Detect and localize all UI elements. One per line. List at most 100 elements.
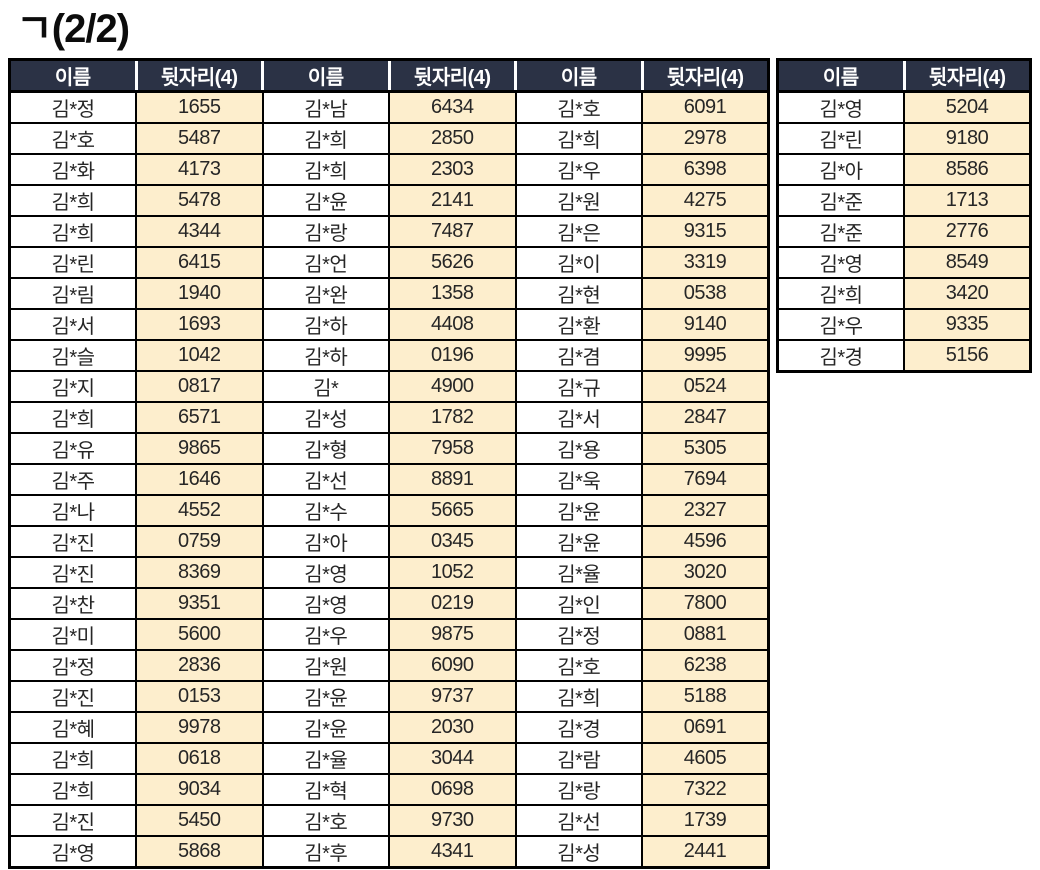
digits-cell: 8586: [903, 153, 1032, 186]
header-digits-cell: 뒷자리(4): [640, 58, 769, 93]
digits-cell: 3020: [641, 556, 770, 589]
table-row: 김*진 5450 김*호 9730 김*선 1739: [8, 804, 770, 837]
table-row: 김*희 3420: [776, 277, 1032, 310]
digits-cell: 1940: [135, 277, 264, 310]
table-row: 김*림 1940 김*완 1358 김*현 0538: [8, 277, 770, 310]
name-cell: 김*희: [514, 122, 643, 155]
table-row: 김*찬 9351 김*영 0219 김*인 7800: [8, 587, 770, 620]
name-cell: 김*진: [8, 680, 137, 713]
name-cell: 김*형: [261, 432, 390, 465]
header-name-cell: 이름: [8, 58, 136, 93]
digits-cell: 0881: [641, 618, 770, 651]
name-cell: 김*: [261, 370, 390, 403]
name-cell: 김*희: [776, 277, 905, 310]
table-row: 김*린 6415 김*언 5626 김*이 3319: [8, 246, 770, 279]
name-cell: 김*규: [514, 370, 643, 403]
name-cell: 김*하: [261, 308, 390, 341]
name-cell: 김*희: [514, 680, 643, 713]
name-cell: 김*언: [261, 246, 390, 279]
header-name-cell: 이름: [776, 58, 904, 93]
name-cell: 김*수: [261, 494, 390, 527]
table-row: 김*혜 9978 김*윤 2030 김*경 0691: [8, 711, 770, 744]
name-cell: 김*정: [8, 649, 137, 682]
digits-cell: 5156: [903, 339, 1032, 373]
digits-cell: 9335: [903, 308, 1032, 341]
digits-cell: 7800: [641, 587, 770, 620]
name-cell: 김*원: [261, 649, 390, 682]
digits-cell: 6091: [641, 90, 770, 124]
table-row: 김*슬 1042 김*하 0196 김*겸 9995: [8, 339, 770, 372]
digits-cell: 1693: [135, 308, 264, 341]
digits-cell: 4173: [135, 153, 264, 186]
digits-cell: 8369: [135, 556, 264, 589]
name-cell: 김*혁: [261, 773, 390, 806]
name-cell: 김*랑: [514, 773, 643, 806]
digits-cell: 0618: [135, 742, 264, 775]
name-cell: 김*성: [261, 401, 390, 434]
digits-cell: 2030: [388, 711, 517, 744]
name-cell: 김*완: [261, 277, 390, 310]
name-cell: 김*영: [261, 556, 390, 589]
header-name-cell: 이름: [261, 58, 389, 93]
table-row: 김*아 8586: [776, 153, 1032, 186]
digits-cell: 3420: [903, 277, 1032, 310]
digits-cell: 4408: [388, 308, 517, 341]
digits-cell: 4596: [641, 525, 770, 558]
name-cell: 김*람: [514, 742, 643, 775]
digits-cell: 2850: [388, 122, 517, 155]
name-cell: 김*선: [261, 463, 390, 496]
digits-cell: 9140: [641, 308, 770, 341]
digits-cell: 4275: [641, 184, 770, 217]
table-row: 김*화 4173 김*희 2303 김*우 6398: [8, 153, 770, 186]
name-cell: 김*겸: [514, 339, 643, 372]
digits-cell: 9875: [388, 618, 517, 651]
name-cell: 김*희: [8, 401, 137, 434]
digits-cell: 0153: [135, 680, 264, 713]
name-cell: 김*린: [776, 122, 905, 155]
page-title: ㄱ(2/2): [16, 7, 130, 51]
name-cell: 김*영: [776, 90, 905, 124]
digits-cell: 5600: [135, 618, 264, 651]
table-row: 김*진 0759 김*아 0345 김*윤 4596: [8, 525, 770, 558]
name-cell: 김*하: [261, 339, 390, 372]
name-cell: 김*인: [514, 587, 643, 620]
digits-cell: 1646: [135, 463, 264, 496]
name-cell: 김*윤: [261, 184, 390, 217]
name-cell: 김*지: [8, 370, 137, 403]
digits-cell: 6238: [641, 649, 770, 682]
digits-cell: 9865: [135, 432, 264, 465]
table-row: 김*희 0618 김*율 3044 김*람 4605: [8, 742, 770, 775]
name-cell: 김*나: [8, 494, 137, 527]
tables-container: 이름 뒷자리(4) 이름 뒷자리(4) 이름 뒷자리(4) 김*정 1655 김*남 6434 김…: [8, 58, 1040, 869]
digits-cell: 5665: [388, 494, 517, 527]
digits-cell: 2441: [641, 835, 770, 869]
table-row: 김*호 5487 김*희 2850 김*희 2978: [8, 122, 770, 155]
name-digits-table-right: 이름 뒷자리(4) 김*영 5204 김*린 9180 김*아 8586 김*준 1713 김*준…: [776, 58, 1032, 373]
table-row: 김*나 4552 김*수 5665 김*윤 2327: [8, 494, 770, 527]
name-cell: 김*아: [776, 153, 905, 186]
digits-cell: 3044: [388, 742, 517, 775]
name-cell: 김*혜: [8, 711, 137, 744]
name-cell: 김*은: [514, 215, 643, 248]
digits-cell: 9995: [641, 339, 770, 372]
table-row: 김*유 9865 김*형 7958 김*용 5305: [8, 432, 770, 465]
header-digits-cell: 뒷자리(4): [387, 58, 516, 93]
table-row: 김*우 9335: [776, 308, 1032, 341]
name-cell: 김*현: [514, 277, 643, 310]
table-row: 김*진 0153 김*윤 9737 김*희 5188: [8, 680, 770, 713]
table-row: 김*주 1646 김*선 8891 김*욱 7694: [8, 463, 770, 496]
digits-cell: 7958: [388, 432, 517, 465]
name-cell: 김*희: [8, 773, 137, 806]
name-cell: 김*서: [8, 308, 137, 341]
header-digits-cell: 뒷자리(4): [902, 58, 1031, 93]
digits-cell: 1713: [903, 184, 1032, 217]
name-cell: 김*윤: [261, 680, 390, 713]
name-cell: 김*슬: [8, 339, 137, 372]
digits-cell: 0691: [641, 711, 770, 744]
digits-cell: 0698: [388, 773, 517, 806]
digits-cell: 0759: [135, 525, 264, 558]
name-cell: 김*영: [261, 587, 390, 620]
digits-cell: 1052: [388, 556, 517, 589]
digits-cell: 6415: [135, 246, 264, 279]
table-row: 김*진 8369 김*영 1052 김*율 3020: [8, 556, 770, 589]
